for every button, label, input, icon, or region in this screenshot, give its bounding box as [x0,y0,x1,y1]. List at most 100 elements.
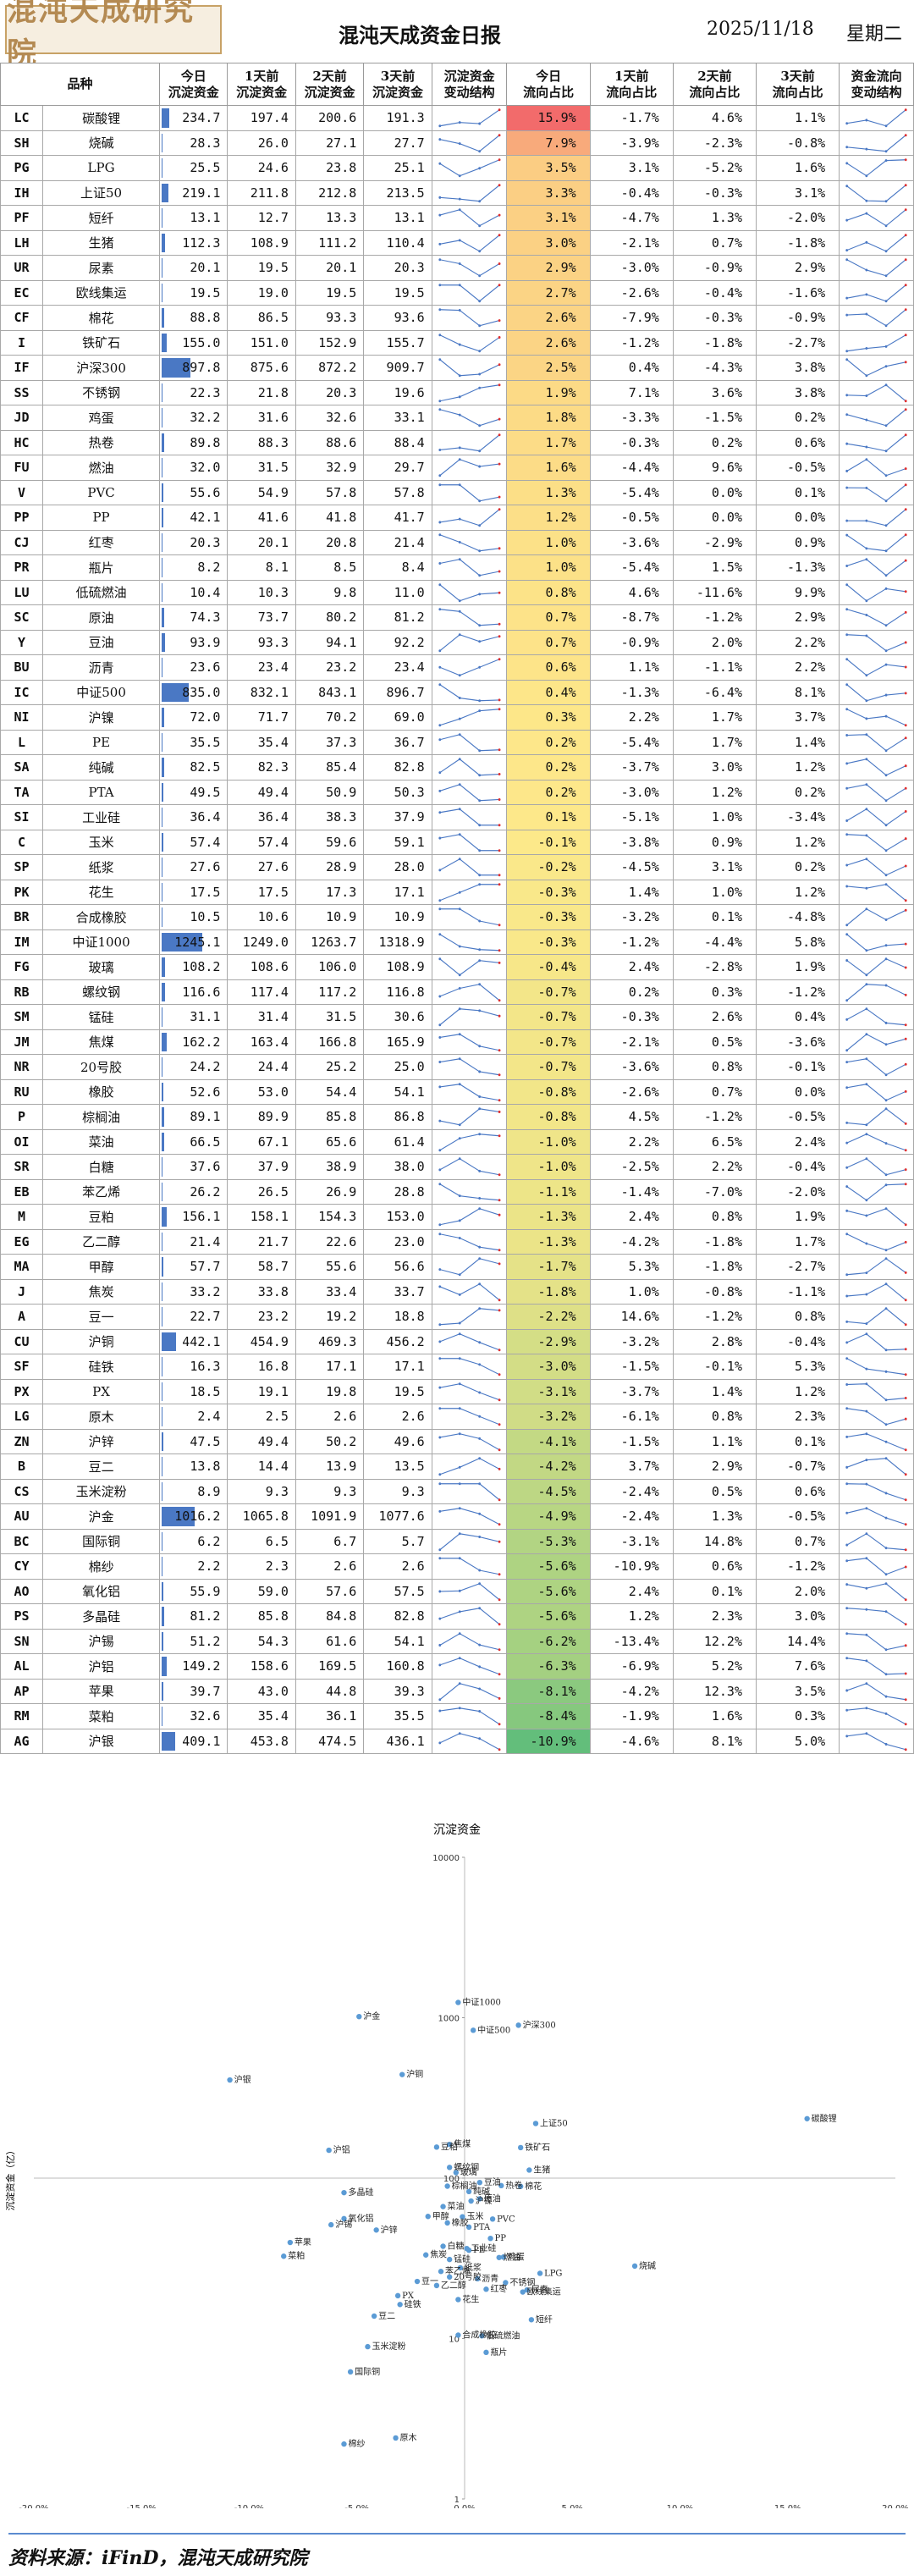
flow-1d: 7.1% [589,379,674,405]
table-row[interactable]: M 豆粕 156.1 158.1 154.3 153.0 -1.3% 2.4% 0.8% 1.9% [0,1204,914,1230]
spark-point [884,1695,888,1698]
flow-3d: -1.6% [755,279,840,306]
table-row[interactable]: MA 甲醇 57.7 58.7 55.6 56.6 -1.7% 5.3% -1.8% -2.7% [0,1254,914,1280]
table-row[interactable]: A 豆一 22.7 23.2 19.2 18.8 -2.2% 14.6% -1.2% 0.8% [0,1304,914,1330]
col-header-today-flow[interactable]: 今日 流向占比 [506,63,591,106]
table-row[interactable]: SF 硅铁 16.3 16.8 17.1 17.1 -3.0% -1.5% -0.1% 5.3% [0,1354,914,1380]
table-row[interactable]: TA PTA 49.5 49.4 50.9 50.3 0.2% -3.0% 1.2% 0.2% [0,779,914,805]
capital-1d: 197.4 [227,105,296,131]
spark-point [845,1688,849,1691]
variety-name: 上证50 [42,179,161,206]
table-row[interactable]: CU 沪铜 442.1 454.9 469.3 456.2 -2.9% -3.2% 2.8% -0… [0,1328,914,1354]
col-header-2d-capital[interactable]: 2天前 沉淀资金 [295,63,365,106]
table-row[interactable]: LH 生猪 112.3 108.9 111.2 110.4 3.0% -2.1% 0.7% -1.… [0,229,914,256]
table-row[interactable]: PF 短纤 13.1 12.7 13.3 13.1 3.1% -4.7% 1.3% -2.0% [0,205,914,231]
table-row[interactable]: CJ 红枣 20.3 20.1 20.8 21.4 1.0% -3.6% -2.9% 0.9% [0,529,914,555]
flow-structure-cell [839,179,914,206]
col-header-today-capital[interactable]: 今日 沉淀资金 [159,63,228,106]
table-row[interactable]: BR 合成橡胶 10.5 10.6 10.9 10.9 -0.3% -3.2% 0.1% -4.8… [0,904,914,930]
flow-1d: -8.7% [589,604,674,631]
capital-2d: 25.2 [295,1054,365,1080]
report-title: 混沌天成资金日报 [339,23,501,47]
table-row[interactable]: JM 焦煤 162.2 163.4 166.8 165.9 -0.7% -2.1% 0.5% -3… [0,1029,914,1055]
table-row[interactable]: AG 沪银 409.1 453.8 474.5 436.1 -10.9% -4.6% 8.1% 5… [0,1728,914,1754]
table-row[interactable]: LC 碳酸锂 234.7 197.4 200.6 191.3 15.9% -1.7% 4.6% 1… [0,105,914,131]
table-row[interactable]: SR 白糖 37.6 37.9 38.9 38.0 -1.0% -2.5% 2.2% -0.4% [0,1154,914,1180]
col-header-capital-structure[interactable]: 沉淀资金 变动结构 [431,63,508,106]
table-row[interactable]: AP 苹果 39.7 43.0 44.8 39.3 -8.1% -4.2% 12.3% 3.5% [0,1678,914,1704]
col-header-3d-flow[interactable]: 3天前 流向占比 [755,63,840,106]
table-row[interactable]: RB 螺纹钢 116.6 117.4 117.2 116.8 -0.7% 0.2% 0.3% -1… [0,979,914,1005]
table-row[interactable]: SM 锰硅 31.1 31.4 31.5 30.6 -0.7% -0.3% 2.6% 0.4% [0,1004,914,1030]
table-row[interactable]: OI 菜油 66.5 67.1 65.6 61.4 -1.0% 2.2% 6.5% 2.4% [0,1128,914,1155]
table-row[interactable]: CY 棉纱 2.2 2.3 2.6 2.6 -5.6% -10.9% 0.6% -1.2% [0,1553,914,1580]
table-row[interactable]: LU 低硫燃油 10.4 10.3 9.8 11.0 0.8% 4.6% -11.6% 9.9% [0,579,914,605]
table-row[interactable]: IF 沪深300 897.8 875.6 872.2 909.7 2.5% 0.4% -4.3%… [0,355,914,381]
table-row[interactable]: SA 纯碱 82.5 82.3 85.4 82.8 0.2% -3.7% 3.0% 1.2% [0,754,914,781]
table-row[interactable]: BC 国际铜 6.2 6.5 6.7 5.7 -5.3% -3.1% 14.8% 0.7% [0,1528,914,1554]
table-row[interactable]: BU 沥青 23.6 23.4 23.2 23.4 0.6% 1.1% -1.1% 2.2% [0,654,914,681]
table-row[interactable]: RM 菜粕 32.6 35.4 36.1 35.5 -8.4% -1.9% 1.6% 0.3% [0,1703,914,1729]
table-row[interactable]: AO 氧化铝 55.9 59.0 57.6 57.5 -5.6% 2.4% 0.1% 2.0% [0,1578,914,1604]
table-row[interactable]: FU 燃油 32.0 31.5 32.9 29.7 1.6% -4.4% 9.6% -0.5% [0,455,914,481]
table-row[interactable]: NI 沪镍 72.0 71.7 70.2 69.0 0.3% 2.2% 1.7% 3.7% [0,704,914,731]
table-row[interactable]: UR 尿素 20.1 19.5 20.1 20.3 2.9% -3.0% -0.9% 2.9% [0,255,914,281]
table-row[interactable]: SS 不锈钢 22.3 21.8 20.3 19.6 1.9% 7.1% 3.6% 3.8% [0,379,914,405]
table-row[interactable]: ZN 沪锌 47.5 49.4 50.2 49.6 -4.1% -1.5% 1.1% 0.1% [0,1428,914,1454]
table-row[interactable]: SP 纸浆 27.6 27.6 28.9 28.0 -0.2% -4.5% 3.1% 0.2% [0,854,914,880]
table-row[interactable]: PS 多晶硅 81.2 85.8 84.8 82.8 -5.6% 1.2% 2.3% 3.0% [0,1603,914,1630]
spark-point [438,474,441,477]
table-row[interactable]: SN 沪锡 51.2 54.3 61.6 54.1 -6.2% -13.4% 12.2% 14.4… [0,1628,914,1654]
col-header-flow-structure[interactable]: 资金流向 变动结构 [839,63,914,106]
table-row[interactable]: EC 欧线集运 19.5 19.0 19.5 19.5 2.7% -2.6% -0.4% -1.6… [0,279,914,306]
table-row[interactable]: C 玉米 57.4 57.4 59.6 59.1 -0.1% -3.8% 0.9% 1.2% [0,829,914,855]
table-row[interactable]: CS 玉米淀粉 8.9 9.3 9.3 9.3 -4.5% -2.4% 0.5% 0.6% [0,1478,914,1504]
table-row[interactable]: EB 苯乙烯 26.2 26.5 26.9 28.8 -1.1% -1.4% -7.0% -2.0… [0,1178,914,1205]
col-header-1d-flow[interactable]: 1天前 流向占比 [589,63,674,106]
table-row[interactable]: EG 乙二醇 21.4 21.7 22.6 23.0 -1.3% -4.2% -1.8% 1.7% [0,1228,914,1255]
col-header-1d-capital[interactable]: 1天前 沉淀资金 [227,63,296,106]
table-row[interactable]: SC 原油 74.3 73.7 80.2 81.2 0.7% -8.7% -1.2% 2.9% [0,604,914,631]
col-header-3d-capital[interactable]: 3天前 沉淀资金 [363,63,432,106]
table-row[interactable]: Y 豆油 93.9 93.3 94.1 92.2 0.7% -0.9% 2.0% 2.2% [0,629,914,655]
table-row[interactable]: RU 橡胶 52.6 53.0 54.4 54.1 -0.8% -2.6% 0.7% 0.0% [0,1078,914,1105]
table-row[interactable]: FG 玻璃 108.2 108.6 106.0 108.9 -0.4% 2.4% -2.8% 1.… [0,954,914,980]
table-row[interactable]: HC 热卷 89.8 88.3 88.6 88.4 1.7% -0.3% 0.2% 0.6% [0,429,914,455]
spark-point [845,884,849,888]
today-capital-value: 108.2 [182,959,221,975]
scatter-point [444,2183,450,2189]
point-label: 焦炭 [430,2249,447,2260]
flow-structure-cell [839,554,914,581]
table-row[interactable]: SI 工业硅 36.4 36.4 38.3 37.9 0.1% -5.1% 1.0% -3.4% [0,804,914,830]
table-row[interactable]: PR 瓶片 8.2 8.1 8.5 8.4 1.0% -5.4% 1.5% -1.3% [0,554,914,581]
table-row[interactable]: PP PP 42.1 41.6 41.8 41.7 1.2% -0.5% 0.0% 0.0% [0,505,914,531]
capital-sparkline [438,682,501,702]
table-row[interactable]: PG LPG 25.5 24.6 23.8 25.1 3.5% 3.1% -5.2% 1.6% [0,155,914,181]
table-row[interactable]: LG 原木 2.4 2.5 2.6 2.6 -3.2% -6.1% 0.8% 2.3% [0,1404,914,1430]
spark-point [884,1712,888,1715]
table-row[interactable]: P 棕榈油 89.1 89.9 85.8 86.8 -0.8% 4.5% -1.2% -0.5% [0,1104,914,1130]
spark-point [458,197,461,201]
table-row[interactable]: NR 20号胶 24.2 24.4 25.2 25.0 -0.7% -3.6% 0.8% -0.1… [0,1054,914,1080]
table-row[interactable]: AU 沪金 1016.2 1065.8 1091.9 1077.6 -4.9% -2.4% 1.… [0,1503,914,1530]
table-row[interactable]: PX PX 18.5 19.1 19.8 19.5 -3.1% -3.7% 1.4% 1.2% [0,1378,914,1404]
col-header-variety[interactable]: 品种 [0,63,161,106]
table-row[interactable]: L PE 35.5 35.4 37.3 36.7 0.2% -5.4% 1.7% 1.4% [0,729,914,755]
table-row[interactable]: AL 沪铝 149.2 158.6 169.5 160.8 -6.3% -6.9% 5.2% 7.… [0,1653,914,1680]
flow-3d: 1.9% [755,1204,840,1230]
table-row[interactable]: V PVC 55.6 54.9 57.8 57.8 1.3% -5.4% 0.0% 0.1% [0,479,914,505]
table-row[interactable]: J 焦炭 33.2 33.8 33.4 33.7 -1.8% 1.0% -0.8% -1.1% [0,1278,914,1305]
col-header-2d-flow[interactable]: 2天前 流向占比 [672,63,757,106]
table-row[interactable]: JD 鸡蛋 32.2 31.6 32.6 33.1 1.8% -3.3% -1.5% 0.2% [0,405,914,431]
table-row[interactable]: IC 中证500 835.0 832.1 843.1 896.7 0.4% -1.3% -6.4… [0,679,914,705]
variety-code: NI [0,704,44,731]
table-row[interactable]: SH 烧碱 28.3 26.0 27.1 27.7 7.9% -3.9% -2.3% -0.8% [0,130,914,156]
flow-1d: 0.2% [589,979,674,1005]
table-row[interactable]: B 豆二 13.8 14.4 13.9 13.5 -4.2% 3.7% 2.9% -0.7% [0,1453,914,1480]
table-row[interactable]: IH 上证50 219.1 211.8 212.8 213.5 3.3% -0.4% -0.3%… [0,179,914,206]
table-row[interactable]: I 铁矿石 155.0 151.0 152.9 155.7 2.6% -1.2% -1.8% -2… [0,329,914,356]
table-row[interactable]: CF 棉花 88.8 86.5 93.3 93.6 2.6% -7.9% -0.3% -0.9% [0,305,914,331]
capital-1d: 58.7 [227,1254,296,1280]
table-row[interactable]: IM 中证1000 1245.1 1249.0 1263.7 1318.9 -0.3% -1.… [0,929,914,955]
table-row[interactable]: PK 花生 17.5 17.5 17.3 17.1 -0.3% 1.4% 1.0% 1.2% [0,879,914,905]
